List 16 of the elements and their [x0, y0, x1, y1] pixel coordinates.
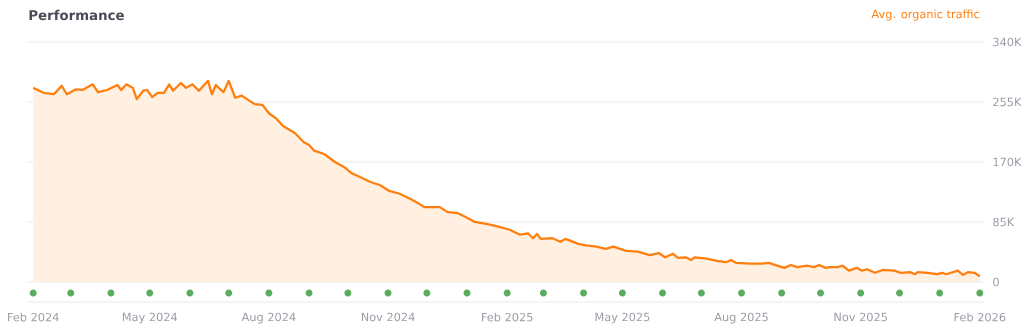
x-tick-label: Feb 2025 [482, 312, 533, 322]
y-tick-label: 340K [993, 37, 1022, 47]
text: Avg. organic traffic [871, 9, 980, 21]
x-tick-label: May 2025 [595, 312, 650, 324]
x-tick-label: Aug 2024 [241, 312, 296, 324]
y-tick-label: 85K [993, 217, 1015, 227]
x-tick-label: Nov 2025 [834, 312, 887, 322]
x-tick-label: Feb 2024 [8, 312, 59, 322]
x-tick-label: May 2024 [122, 312, 178, 324]
x-tick-label: Feb 2026 [954, 312, 1006, 322]
x-tick-label: Aug 2025 [714, 312, 768, 324]
y-tick-label: 255K [993, 97, 1022, 107]
chart-title: Performance [29, 9, 124, 21]
y-tick-label: 0 [993, 277, 999, 287]
x-tick-label: Nov 2024 [361, 312, 415, 322]
y-tick-label: 170K [993, 157, 1022, 167]
